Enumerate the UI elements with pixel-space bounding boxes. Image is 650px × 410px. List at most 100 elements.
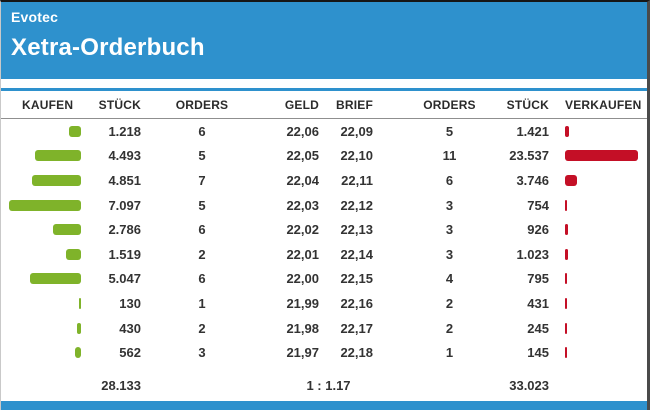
brief-price: 22,16 <box>340 295 373 311</box>
buy-volume-bar <box>75 347 81 359</box>
geld-price: 22,05 <box>286 148 319 164</box>
sell-stueck-value: 1.023 <box>516 246 549 262</box>
buy-orders-value: 6 <box>198 271 206 287</box>
sell-volume-bar <box>565 297 567 309</box>
buy-stueck-value: 4.493 <box>108 148 141 164</box>
widget-header: Evotec Xetra-Orderbuch <box>1 2 647 79</box>
brief-price: 22,10 <box>340 148 373 164</box>
brief-price: 22,11 <box>341 172 373 188</box>
buy-stueck-value: 1.519 <box>108 246 141 262</box>
buy-orders-value: 5 <box>198 197 206 213</box>
buy-bar-cell <box>1 119 81 144</box>
brief-price: 22,12 <box>340 197 373 213</box>
buy-orders-value: 1 <box>198 295 206 311</box>
geld-price: 22,01 <box>286 246 319 262</box>
sell-orders-value: 2 <box>445 320 454 336</box>
buy-orders-value: 2 <box>198 246 206 262</box>
sell-orders-value: 5 <box>445 123 454 139</box>
orderbook-row: 130 1 21,99 22,16 2 431 <box>1 291 647 316</box>
sell-orders-value: 3 <box>445 246 454 262</box>
buy-stueck-value: 430 <box>119 320 141 336</box>
sell-orders-value: 3 <box>445 222 454 238</box>
column-header-orders-sell: ORDERS <box>423 97 476 112</box>
sell-stueck-value: 245 <box>527 320 549 336</box>
buy-volume-bar <box>79 297 81 309</box>
orderbook-row: 7.097 5 22,03 22,12 3 754 <box>1 193 647 218</box>
buy-stueck-value: 1.218 <box>108 123 141 139</box>
column-header-geld: GELD <box>284 97 319 112</box>
brief-price: 22,17 <box>340 320 373 336</box>
buy-orders-value: 3 <box>198 345 206 361</box>
sell-stueck-value: 926 <box>527 222 549 238</box>
sell-stueck-value: 431 <box>527 295 549 311</box>
geld-price: 22,04 <box>286 172 319 188</box>
sell-volume-bar <box>565 150 638 162</box>
geld-price: 22,02 <box>286 222 319 238</box>
bottom-accent-bar <box>1 401 647 410</box>
sell-stueck-value: 795 <box>527 271 549 287</box>
column-header-stueck-buy: STÜCK <box>98 97 141 112</box>
sell-stueck-value: 3.746 <box>516 172 549 188</box>
sell-volume-bar <box>565 199 568 211</box>
sell-volume-bar <box>565 273 568 285</box>
orderbook-rows: 1.218 6 22,06 22,09 5 1.421 4.493 5 22,05 22,10 1 1… <box>1 119 647 365</box>
buy-volume-bar <box>76 322 81 334</box>
buy-stueck-value: 562 <box>119 345 141 361</box>
orderbook-row: 1.519 2 22,01 22,14 3 1.023 <box>1 242 647 267</box>
sell-bar-cell <box>549 119 645 144</box>
sell-bar-cell <box>549 217 645 242</box>
buy-orders-value: 2 <box>198 320 206 336</box>
buy-stueck-value: 7.097 <box>108 197 141 213</box>
sell-volume-bar <box>565 322 567 334</box>
sell-bar-cell <box>549 340 645 365</box>
orderbook-row: 5.047 6 22,00 22,15 4 795 <box>1 267 647 292</box>
geld-price: 22,00 <box>286 271 319 287</box>
orderbook-row: 1.218 6 22,06 22,09 5 1.421 <box>1 119 647 144</box>
brief-price: 22,18 <box>340 345 373 361</box>
buy-stueck-value: 2.786 <box>108 222 141 238</box>
brief-price: 22,13 <box>340 222 373 238</box>
sell-bar-cell <box>549 193 645 218</box>
buy-volume-bar <box>65 248 81 260</box>
sell-bar-cell <box>549 267 645 292</box>
sell-volume-bar <box>565 224 568 236</box>
buy-bar-cell <box>1 291 81 316</box>
column-header-orders-buy: ORDERS <box>175 97 229 112</box>
sell-orders-value: 2 <box>445 295 454 311</box>
sell-orders-value: 6 <box>445 172 454 188</box>
brief-price: 22,14 <box>340 246 373 262</box>
buy-stueck-value: 5.047 <box>108 271 141 287</box>
column-header-row: KAUFEN STÜCK ORDERS GELD BRIEF ORDERS ST… <box>1 91 647 119</box>
sell-volume-bar <box>565 347 567 359</box>
orderbook-row: 4.493 5 22,05 22,10 11 23.537 <box>1 144 647 169</box>
geld-price: 21,97 <box>286 345 319 361</box>
sell-bar-cell <box>549 168 645 193</box>
buy-total: 28.133 <box>101 377 141 393</box>
buy-bar-cell <box>1 316 81 341</box>
buy-bar-cell <box>1 242 81 267</box>
sell-orders-value: 1 <box>445 345 454 361</box>
buy-orders-value: 6 <box>198 222 206 238</box>
brief-price: 22,09 <box>340 123 373 139</box>
instrument-name: Evotec <box>11 9 59 25</box>
orderbook-row: 4.851 7 22,04 22,11 6 3.746 <box>1 168 647 193</box>
geld-price: 21,98 <box>286 320 319 336</box>
buy-sell-ratio: 1 : 1.17 <box>306 377 351 393</box>
totals-row: 28.133 1 : 1.17 33.023 <box>1 378 647 403</box>
column-header-kaufen: KAUFEN <box>22 97 74 112</box>
buy-stueck-value: 4.851 <box>108 172 141 188</box>
buy-volume-bar <box>29 273 81 285</box>
orderbook-row: 430 2 21,98 22,17 2 245 <box>1 316 647 341</box>
orderbook-row: 2.786 6 22,02 22,13 3 926 <box>1 217 647 242</box>
geld-price: 22,06 <box>286 123 319 139</box>
brief-price: 22,15 <box>340 271 373 287</box>
sell-total: 33.023 <box>509 377 549 393</box>
column-header-brief: BRIEF <box>336 97 373 112</box>
header-spacer <box>1 79 647 88</box>
buy-orders-value: 6 <box>198 123 206 139</box>
orderbook-row: 562 3 21,97 22,18 1 145 <box>1 340 647 365</box>
sell-stueck-value: 1.421 <box>516 123 549 139</box>
buy-bar-cell <box>1 168 81 193</box>
table-top-divider <box>1 88 647 91</box>
